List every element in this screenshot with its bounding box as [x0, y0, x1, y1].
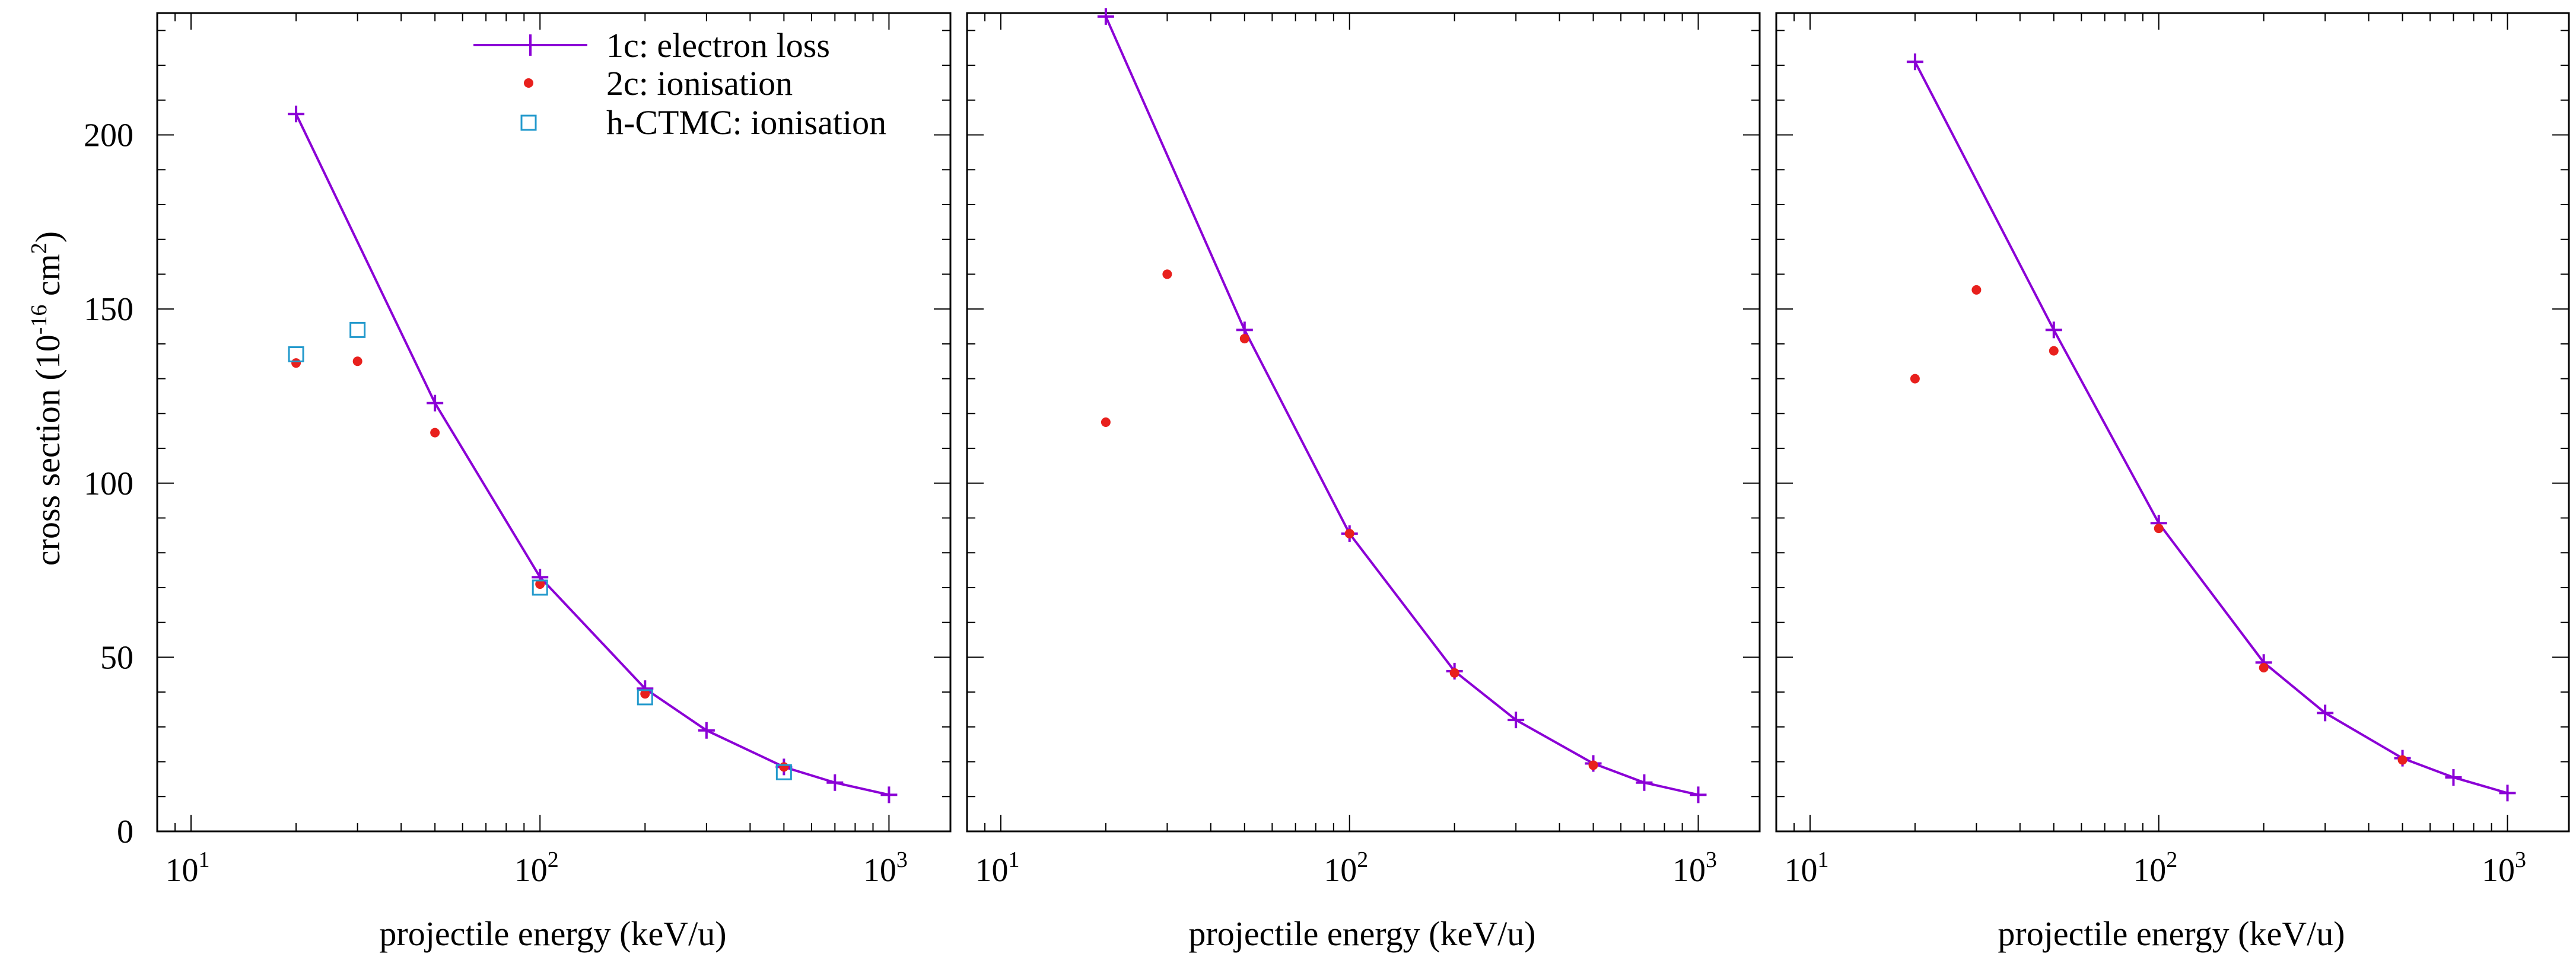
plus-marker — [1636, 774, 1653, 791]
x-tick-exponent: 2 — [2166, 847, 2177, 872]
plus-marker — [1690, 786, 1707, 803]
series-line-electron-loss — [1105, 16, 1699, 796]
legend-label-ionisation-ctmc: h-CTMC: ionisation — [606, 103, 886, 142]
y-axis-title: cross section (10-16 cm2) — [27, 231, 67, 566]
x-tick-base: 10 — [1784, 852, 1817, 889]
x-tick-exponent: 1 — [1817, 847, 1828, 872]
series-line-electron-loss — [295, 113, 889, 796]
x-tick-label: 102 — [2133, 847, 2177, 889]
ionisation-dot — [430, 428, 440, 438]
legend-label-ionisation-2c: 2c: ionisation — [606, 64, 793, 103]
x-tick-base: 10 — [863, 852, 896, 889]
ionisation-dot — [1971, 285, 1982, 295]
x-tick-base: 10 — [1324, 852, 1357, 889]
x-tick-base: 10 — [2482, 852, 2515, 889]
x-tick-base: 10 — [1672, 852, 1706, 889]
ionisation-dot — [1239, 334, 1249, 344]
y-tick-label: 100 — [84, 465, 133, 502]
ionisation-dot — [1449, 668, 1459, 678]
ctmc-square — [637, 689, 653, 706]
ionisation-dot — [779, 762, 789, 772]
x-tick-exponent: 2 — [548, 847, 559, 872]
x-tick-exponent: 3 — [2515, 847, 2526, 872]
y-axis-title-part: cm — [28, 254, 67, 304]
ionisation-dot — [1910, 374, 1920, 384]
ctmc-square — [349, 321, 366, 338]
ionisation-dot — [535, 579, 545, 589]
y-tick-label: 200 — [84, 117, 133, 154]
plus-marker — [1906, 53, 1923, 71]
x-tick-label: 101 — [1784, 847, 1828, 889]
ionisation-dot — [2049, 346, 2059, 356]
ionisation-dot — [1101, 417, 1111, 427]
plus-marker — [826, 774, 844, 791]
x-axis-title-2: projectile energy (keV/u) — [1188, 914, 1535, 953]
ionisation-dot — [291, 358, 301, 368]
plus-marker — [2445, 769, 2462, 786]
y-axis-title-exponent: -16 — [27, 305, 52, 335]
x-tick-exponent: 3 — [1706, 847, 1717, 872]
y-tick-label: 150 — [84, 291, 133, 328]
plot-frame — [966, 12, 1761, 833]
series-line-electron-loss — [1914, 61, 2508, 795]
y-tick-label: 50 — [100, 639, 133, 676]
ctmc-square — [288, 346, 304, 362]
panel-2: 101 102 103 — [966, 8, 1761, 889]
x-tick-base: 10 — [514, 852, 548, 889]
plus-marker — [698, 722, 715, 739]
ionisation-dot — [2397, 755, 2408, 765]
x-tick-label: 103 — [1672, 847, 1717, 889]
ctmc-square — [775, 764, 792, 780]
ionisation-dot — [1162, 269, 1172, 279]
x-tick-base: 10 — [166, 852, 199, 889]
ionisation-dot — [1344, 528, 1354, 538]
plus-marker — [427, 394, 444, 412]
x-tick-exponent: 3 — [896, 847, 908, 872]
x-tick-base: 10 — [975, 852, 1008, 889]
y-axis-title-part: cross section (10 — [28, 334, 67, 566]
ionisation-dot — [352, 356, 362, 366]
plus-marker — [2045, 321, 2062, 339]
ionisation-dot — [640, 689, 650, 699]
x-tick-label: 103 — [2482, 847, 2526, 889]
plus-marker — [2499, 785, 2516, 802]
plus-marker — [2317, 704, 2334, 722]
x-tick-exponent: 1 — [199, 847, 210, 872]
panel-3: 101 102 103 — [1775, 12, 2570, 889]
x-tick-label: 101 — [166, 847, 210, 889]
y-tick-label: 0 — [117, 814, 133, 850]
plot-frame — [1775, 12, 2570, 833]
plus-marker — [1097, 8, 1114, 25]
ctmc-square — [532, 579, 548, 596]
x-tick-exponent: 1 — [1008, 847, 1019, 872]
legend-red-dot-marker — [524, 78, 533, 88]
plot-frame — [156, 12, 952, 833]
y-axis-title-part: ) — [28, 231, 67, 243]
x-axis-title-1: projectile energy (keV/u) — [379, 914, 726, 953]
x-tick-label: 102 — [514, 847, 559, 889]
legend-label-electron-loss: 1c: electron loss — [606, 26, 830, 65]
x-tick-label: 102 — [1324, 847, 1368, 889]
x-tick-label: 101 — [975, 847, 1019, 889]
x-axis-title-3: projectile energy (keV/u) — [1998, 914, 2345, 953]
x-tick-base: 10 — [2133, 852, 2166, 889]
ionisation-dot — [2154, 524, 2164, 534]
plus-marker — [288, 106, 305, 123]
y-axis-title-exponent: 2 — [27, 243, 52, 254]
ionisation-dot — [2259, 663, 2269, 672]
plus-marker — [1508, 712, 1525, 729]
legend-square-marker — [520, 114, 537, 131]
x-tick-label: 103 — [863, 847, 908, 889]
x-tick-exponent: 2 — [1357, 847, 1368, 872]
legend: 1c: electron loss 2c: ionisation h-CTMC:… — [473, 26, 886, 142]
legend-plus-marker — [520, 34, 541, 56]
ionisation-dot — [1588, 760, 1598, 770]
plus-marker — [880, 786, 898, 803]
